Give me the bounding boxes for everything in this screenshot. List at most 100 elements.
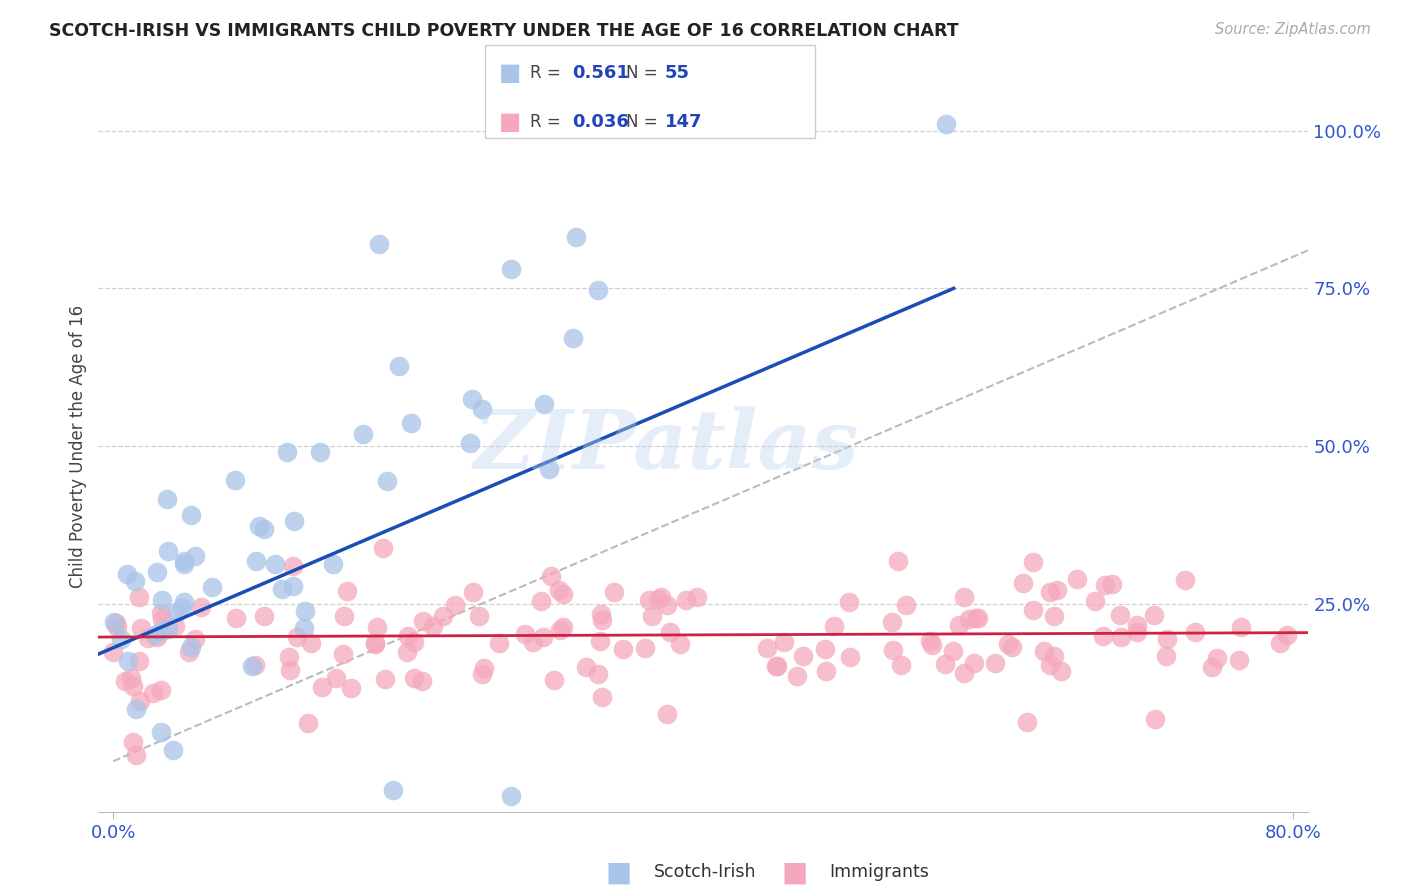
Text: ■: ■ <box>782 858 807 887</box>
Point <box>332 647 354 661</box>
Point <box>1108 608 1130 623</box>
Point <box>184 632 207 646</box>
Point <box>562 331 585 345</box>
Point <box>1094 578 1116 592</box>
Y-axis label: Child Poverty Under the Age of 16: Child Poverty Under the Age of 16 <box>69 304 87 588</box>
Point <box>894 598 917 612</box>
Point <box>240 659 263 673</box>
Point <box>270 582 292 597</box>
Text: 147: 147 <box>665 113 703 131</box>
Point <box>655 707 678 722</box>
Point <box>591 607 613 622</box>
Point <box>548 623 571 637</box>
Point <box>786 669 808 683</box>
Point <box>285 630 308 644</box>
Point <box>966 611 988 625</box>
Point <box>263 557 285 571</box>
Text: 0.036: 0.036 <box>572 113 628 131</box>
Point <box>143 628 166 642</box>
Point <box>103 645 125 659</box>
Point <box>162 742 184 756</box>
Point <box>375 474 398 488</box>
Point <box>1156 632 1178 647</box>
Point <box>1091 629 1114 643</box>
Point <box>396 629 419 643</box>
Point <box>252 608 274 623</box>
Point <box>422 618 444 632</box>
Point <box>283 514 305 528</box>
Point <box>1144 712 1167 726</box>
Point <box>890 658 912 673</box>
Point <box>121 679 143 693</box>
Point <box>311 680 333 694</box>
Point <box>180 508 202 523</box>
Point <box>150 606 173 620</box>
Point <box>589 634 612 648</box>
Text: ZIPatlas: ZIPatlas <box>474 406 859 486</box>
Point <box>765 659 787 673</box>
Point <box>463 585 485 599</box>
Text: R =: R = <box>530 113 567 131</box>
Point <box>281 579 304 593</box>
Point <box>1022 555 1045 569</box>
Point <box>117 655 139 669</box>
Point <box>110 632 132 646</box>
Point <box>1001 640 1024 654</box>
Text: 55: 55 <box>665 64 690 82</box>
Point <box>650 591 672 605</box>
Point <box>823 618 845 632</box>
Point <box>142 686 165 700</box>
Point <box>173 558 195 572</box>
Point <box>669 637 692 651</box>
Point <box>1126 618 1149 632</box>
Text: ■: ■ <box>606 858 631 887</box>
Point <box>686 590 709 604</box>
Point <box>396 645 419 659</box>
Point <box>243 657 266 672</box>
Point <box>299 636 322 650</box>
Point <box>364 635 387 649</box>
Point <box>814 664 837 678</box>
Point <box>120 671 142 685</box>
Point <box>163 619 186 633</box>
Point <box>309 445 332 459</box>
Point <box>882 642 904 657</box>
Point <box>575 660 598 674</box>
Point <box>125 701 148 715</box>
Point <box>887 553 910 567</box>
Point <box>1039 658 1062 673</box>
Point <box>501 789 523 803</box>
Point <box>253 522 276 536</box>
Point <box>150 624 173 638</box>
Point <box>1022 602 1045 616</box>
Point <box>157 543 180 558</box>
Text: N =: N = <box>626 64 662 82</box>
Text: 0.561: 0.561 <box>572 64 628 82</box>
Point <box>458 436 481 450</box>
Point <box>1201 660 1223 674</box>
Point <box>121 735 143 749</box>
Point <box>404 635 426 649</box>
Point <box>1229 620 1251 634</box>
Point <box>404 672 426 686</box>
Point <box>839 650 862 665</box>
Point <box>173 554 195 568</box>
Point <box>399 416 422 430</box>
Point <box>322 557 344 571</box>
Point <box>367 237 389 252</box>
Point <box>522 635 544 649</box>
Point <box>471 401 494 416</box>
Point <box>1043 648 1066 663</box>
Point <box>591 690 613 704</box>
Point <box>444 598 467 612</box>
Point <box>166 605 188 619</box>
Point <box>1017 715 1039 730</box>
Point <box>411 673 433 688</box>
Point <box>103 615 125 629</box>
Text: R =: R = <box>530 64 567 82</box>
Point <box>1101 577 1123 591</box>
Point <box>531 630 554 644</box>
Point <box>371 541 394 555</box>
Point <box>150 682 173 697</box>
Point <box>538 462 561 476</box>
